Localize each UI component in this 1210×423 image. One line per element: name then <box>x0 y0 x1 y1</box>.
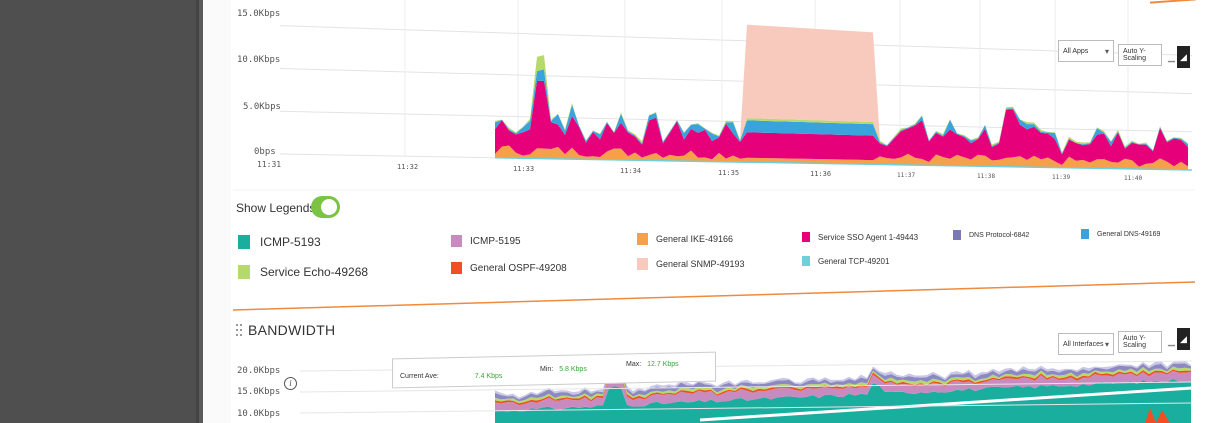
legend-swatch <box>1081 229 1089 239</box>
x-tick-label: 11:32 <box>397 163 419 171</box>
max-value: 12.7 Kbps <box>647 361 679 368</box>
legend-item[interactable]: Service Echo-49268 <box>238 265 368 279</box>
legend-item[interactable]: General OSPF-49208 <box>451 262 567 274</box>
min-stat: Min: 5.8 Kbps <box>540 366 587 373</box>
area-series-service-sso <box>495 80 1188 167</box>
sidebar-panel <box>0 0 199 423</box>
y-tick-label: 10.0Kbps <box>237 409 281 419</box>
sidebar <box>0 0 203 423</box>
bandwidth-y-scaling-value: Auto Y-Scaling <box>1123 335 1146 349</box>
legend-item[interactable]: ICMP-5193 <box>238 235 321 249</box>
min-label: Min: <box>540 366 554 373</box>
x-tick-label: 11:37 <box>897 172 916 179</box>
current-average-value: 7.4 Kbps <box>474 373 503 380</box>
current-average-label: Current Ave: <box>400 373 439 380</box>
line-chart-icon[interactable]: ▁ <box>1168 335 1175 346</box>
x-tick-label: 11:34 <box>620 167 642 175</box>
chevron-down-icon: ▾ <box>1104 339 1109 349</box>
x-tick-label: 11:39 <box>1052 174 1071 181</box>
baseline-series-tcp <box>494 157 1193 171</box>
x-tick-label: 11:35 <box>718 169 740 177</box>
legend-swatch <box>953 230 961 240</box>
bandwidth-y-scaling-select[interactable]: Auto Y-Scaling <box>1118 331 1162 353</box>
y-tick-label: 5.0Kbps <box>243 102 281 112</box>
area-series-general-snmp <box>495 24 1188 153</box>
legend-label: ICMP-5195 <box>470 235 521 247</box>
gridline <box>279 25 1193 56</box>
area-chart-icon[interactable]: ◢ <box>1177 46 1190 68</box>
y-tick-label: 15.0Kbps <box>237 9 281 19</box>
legend-label: Service SSO Agent 1-49443 <box>818 232 919 242</box>
y-tick-label: 20.0Kbps <box>237 366 281 376</box>
legend-swatch <box>238 265 250 279</box>
legend-swatch <box>802 256 810 266</box>
bandwidth-area-band <box>495 363 1191 402</box>
legend-swatch <box>637 233 648 245</box>
legend-swatch <box>451 235 462 247</box>
section-divider <box>232 281 1196 311</box>
legend-item[interactable]: ICMP-5195 <box>451 235 521 247</box>
bandwidth-ospf-spike <box>1145 408 1170 423</box>
legend-label: Service Echo-49268 <box>260 265 369 279</box>
show-legends-toggle[interactable] <box>311 196 340 218</box>
gridline <box>299 381 1193 393</box>
legend-item[interactable]: General DNS-49169 <box>1081 229 1160 239</box>
bandwidth-trend-line <box>699 386 1193 422</box>
legend-item[interactable]: General SNMP-49193 <box>637 258 745 270</box>
bandwidth-title: BANDWIDTH <box>248 322 336 338</box>
legend-item[interactable]: General IKE-49166 <box>637 233 733 245</box>
chevron-down-icon: ▾ <box>1104 46 1109 56</box>
legend-label: General OSPF-49208 <box>470 262 567 274</box>
gridline <box>279 110 1193 133</box>
legend-label: ICMP-5193 <box>260 235 321 249</box>
legend-label: General SNMP-49193 <box>656 259 745 269</box>
interface-filter-value: All Interfaces <box>1063 340 1104 348</box>
x-tick-label: 11:36 <box>810 170 832 178</box>
x-tick-label: 11:33 <box>513 165 535 173</box>
bandwidth-area-band <box>495 360 1191 400</box>
legend-item[interactable]: DNS Protocol-6842 <box>953 230 1029 240</box>
y-tick-label: 10.0Kbps <box>237 55 281 65</box>
legend-item[interactable]: General TCP-49201 <box>802 256 889 266</box>
bandwidth-area-band <box>495 370 1191 412</box>
legend-swatch <box>451 262 462 274</box>
main-panel <box>231 0 1210 423</box>
y-tick-label: 15.0Kbps <box>237 387 281 397</box>
min-value: 5.8 Kbps <box>559 366 587 373</box>
max-label: Max: <box>626 361 642 368</box>
current-average-stat: Current Ave: 7.4 Kbps <box>400 373 502 380</box>
legend-label: DNS Protocol-6842 <box>969 231 1030 239</box>
app-filter-value: All Apps <box>1063 47 1089 55</box>
gridline <box>299 402 1193 414</box>
gridline <box>279 67 1193 95</box>
legend-swatch <box>802 232 810 242</box>
drag-handle-icon[interactable] <box>236 324 242 340</box>
legend-item[interactable]: Service SSO Agent 1-49443 <box>802 232 918 242</box>
legend-label: General TCP-49201 <box>818 256 890 266</box>
bandwidth-area-band <box>495 378 1191 423</box>
show-legends-label: Show Legends <box>236 201 316 215</box>
line-chart-icon[interactable]: ▁ <box>1168 51 1175 62</box>
bandwidth-area-band <box>495 366 1191 404</box>
x-tick-label: 11:38 <box>977 173 996 180</box>
app-filter-select[interactable]: All Apps ▾ <box>1058 40 1114 62</box>
legend-swatch <box>637 258 648 270</box>
interface-filter-select[interactable]: All Interfaces ▾ <box>1058 333 1114 355</box>
content-gutter <box>203 0 231 423</box>
info-icon[interactable]: i <box>284 377 297 390</box>
legend-label: General DNS-49169 <box>1097 230 1161 238</box>
toggle-knob <box>321 199 337 215</box>
area-chart-icon[interactable]: ◢ <box>1177 328 1190 350</box>
max-stat: Max: 12.7 Kbps <box>626 361 679 368</box>
legend-swatch <box>238 235 250 249</box>
area-series-general-ike <box>495 145 1188 170</box>
y-scaling-value: Auto Y-Scaling <box>1123 48 1146 62</box>
x-tick-label: 11:40 <box>1124 175 1143 182</box>
y-scaling-select[interactable]: Auto Y-Scaling <box>1118 44 1162 66</box>
y-tick-label: 0bps <box>254 147 276 157</box>
bandwidth-area-band <box>495 369 1191 406</box>
x-tick-label: 11:31 <box>257 160 282 169</box>
legend-label: General IKE-49166 <box>656 234 734 244</box>
